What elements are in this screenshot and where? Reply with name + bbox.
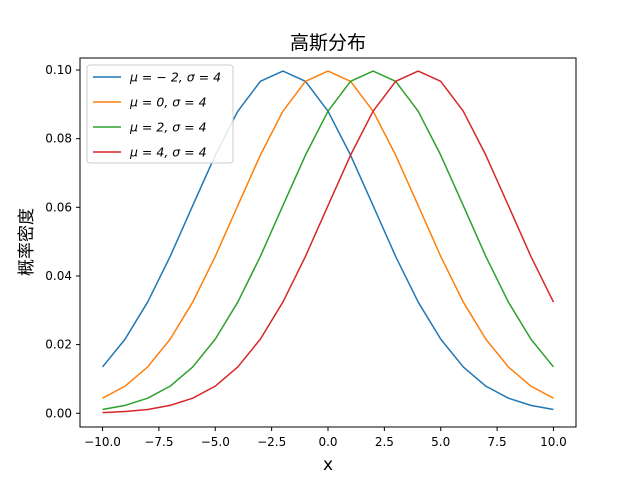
series-line-4	[102, 70, 555, 414]
legend-label-1: μ = − 2, σ = 4	[129, 70, 221, 85]
series-line-2	[102, 70, 554, 399]
legend-label-2: μ = 0, σ = 4	[129, 95, 207, 110]
y-tick-label: 0.02	[45, 338, 72, 352]
y-axis-ticks: 0.00 0.02 0.04 0.06 0.08 0.10	[45, 63, 80, 420]
x-tick-label: −2.5	[257, 435, 286, 449]
x-axis-ticks: −10.0 −7.5 −5.0 −2.5 0.0 2.5 5.0 7.5 10.0	[84, 427, 567, 449]
x-tick-label: 10.0	[540, 435, 567, 449]
x-tick-label: 7.5	[488, 435, 507, 449]
y-tick-label: 0.08	[45, 132, 72, 146]
legend-items: μ = − 2, σ = 4 μ = 0, σ = 4 μ = 2, σ = 4 μ …	[93, 70, 221, 160]
x-tick-label: −5.0	[201, 435, 230, 449]
y-axis-label: 概率密度	[17, 208, 37, 276]
legend: μ = − 2, σ = 4 μ = 0, σ = 4 μ = 2, σ = 4 μ …	[86, 64, 234, 164]
y-tick-label: 0.04	[45, 269, 72, 283]
chart-title: 高斯分布	[290, 32, 366, 54]
x-tick-label: −7.5	[144, 435, 173, 449]
legend-label-3: μ = 2, σ = 4	[129, 120, 207, 135]
series-line-3	[102, 70, 555, 411]
x-tick-label: −10.0	[84, 435, 121, 449]
x-axis-label: x	[323, 455, 333, 475]
legend-box	[86, 64, 234, 164]
y-tick-label: 0.00	[45, 406, 72, 420]
y-tick-label: 0.06	[45, 200, 72, 214]
y-tick-label: 0.10	[45, 63, 72, 77]
x-tick-label: 0.0	[318, 435, 337, 449]
series-layer	[101, 70, 555, 414]
legend-label-4: μ = 4, σ = 4	[129, 145, 207, 160]
x-tick-label: 2.5	[375, 435, 394, 449]
x-tick-label: 5.0	[431, 435, 450, 449]
